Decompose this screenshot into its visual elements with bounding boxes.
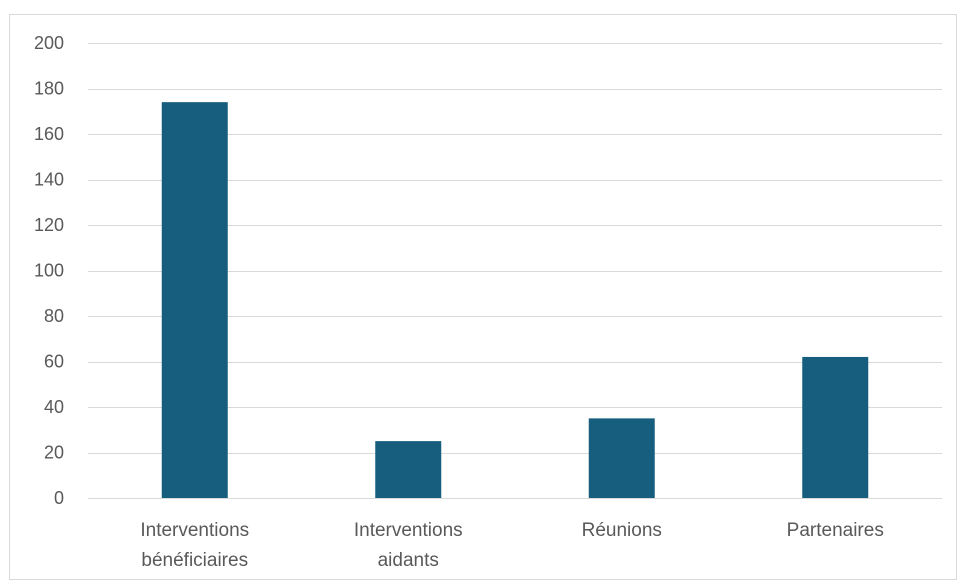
bar-1: [375, 441, 442, 498]
x-category-label-line: bénéficiaires: [141, 550, 248, 571]
x-category-label-line: Interventions: [354, 520, 463, 541]
y-tick-label: 160: [34, 124, 64, 144]
y-tick-label: 60: [44, 352, 64, 372]
bars: [161, 102, 869, 499]
x-category-label-line: aidants: [378, 550, 439, 571]
x-category-label-line: Partenaires: [787, 520, 884, 541]
x-axis-labels: Interventions bénéficiaires Interventions a…: [140, 520, 883, 571]
bar-3: [802, 356, 869, 498]
bar-2: [588, 418, 655, 498]
x-category-label: Interventions bénéficiaires: [140, 520, 249, 571]
y-tick-label: 0: [54, 488, 64, 508]
y-tick-label: 200: [34, 33, 64, 53]
y-tick-label: 40: [44, 397, 64, 417]
y-tick-label: 120: [34, 215, 64, 235]
x-category-label: Interventions aidants: [354, 520, 463, 571]
y-tick-label: 20: [44, 443, 64, 463]
x-category-label-line: Interventions: [140, 520, 249, 541]
y-tick-label: 180: [34, 79, 64, 99]
bar-0: [161, 102, 228, 499]
x-category-label: Réunions: [582, 520, 662, 541]
y-tick-label: 100: [34, 261, 64, 281]
y-axis-ticks: 0 20 40 60 80 100 120 140 160 180 200: [34, 33, 64, 508]
gridlines: [88, 43, 942, 499]
y-tick-label: 140: [34, 170, 64, 190]
x-category-label-line: Réunions: [582, 520, 662, 541]
x-category-label: Partenaires: [787, 520, 884, 541]
y-tick-label: 80: [44, 306, 64, 326]
